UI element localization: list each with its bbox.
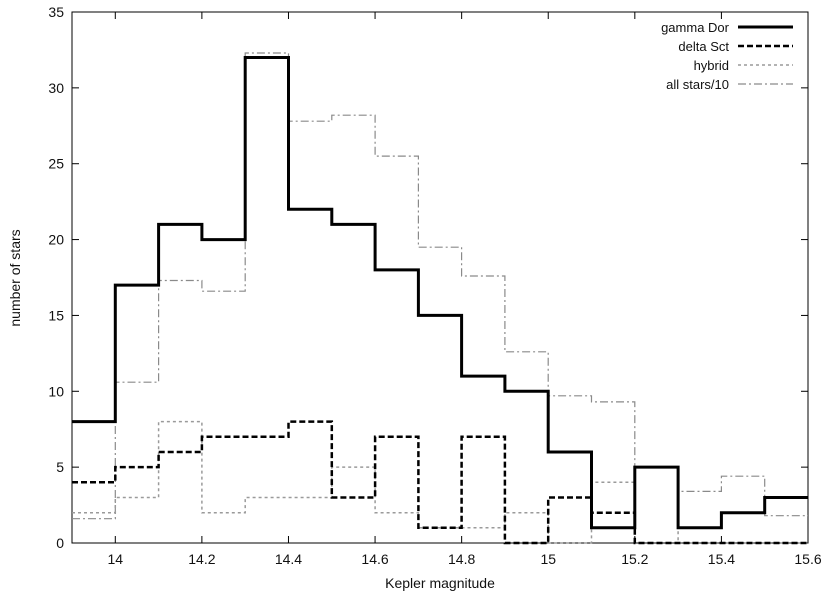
y-tick-label: 0 (56, 535, 64, 551)
y-tick-label: 30 (48, 80, 64, 96)
plot-frame (71, 11, 809, 544)
legend: gamma Dor delta Sct hybrid all stars/10 (661, 20, 793, 92)
y-tick-labels: 0 5 10 15 20 25 30 35 (48, 4, 64, 551)
series-layer (72, 52, 808, 545)
series-line-gamma-dor (72, 56, 808, 530)
series-line-hybrid (72, 420, 808, 544)
x-tick-label: 15.6 (794, 551, 821, 567)
x-tick-labels: 14 14.2 14.4 14.6 14.8 15 15.2 15.4 15.6 (108, 551, 822, 567)
y-tick-label: 5 (56, 459, 64, 475)
y-tick-label: 25 (48, 156, 64, 172)
y-tick-label: 35 (48, 4, 64, 20)
series-line-delta-sct (72, 420, 808, 545)
y-axis-label: number of stars (7, 229, 23, 326)
legend-label: all stars/10 (666, 77, 729, 92)
series-line-all-stars-10 (72, 52, 808, 520)
x-tick-label: 14.4 (275, 551, 302, 567)
y-tick-label: 15 (48, 307, 64, 323)
legend-label: delta Sct (678, 39, 729, 54)
legend-label: gamma Dor (661, 20, 730, 35)
y-tick-label: 10 (48, 383, 64, 399)
x-tick-label: 14.2 (188, 551, 215, 567)
x-tick-label: 14.8 (448, 551, 475, 567)
legend-label: hybrid (694, 58, 729, 73)
x-tick-label: 14.6 (361, 551, 388, 567)
y-tick-label: 20 (48, 232, 64, 248)
x-tick-label: 15.2 (621, 551, 648, 567)
x-tick-label: 15.4 (708, 551, 735, 567)
x-tick-label: 14 (108, 551, 124, 567)
x-axis-label: Kepler magnitude (385, 575, 495, 591)
x-tick-label: 15 (540, 551, 556, 567)
